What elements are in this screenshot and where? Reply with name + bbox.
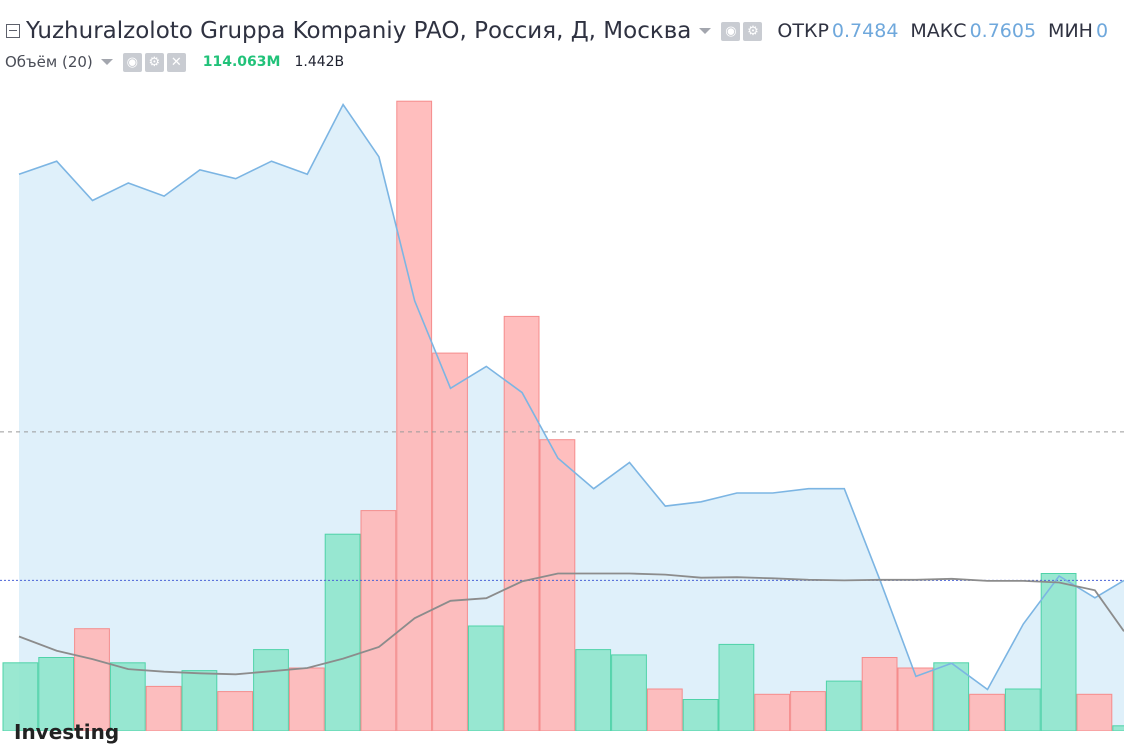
volume-bar	[145, 685, 182, 731]
volume-bar	[288, 667, 325, 731]
open-value: 0.7484	[831, 20, 899, 42]
volume-bar	[933, 662, 970, 731]
volume-bar	[790, 691, 826, 731]
volume-bar	[432, 352, 468, 731]
volume-bar	[74, 628, 110, 731]
volume-bar	[324, 533, 361, 731]
volume-bar	[718, 643, 755, 731]
volume-bar	[1040, 573, 1077, 731]
volume-bar	[217, 691, 254, 731]
volume-bar	[360, 510, 397, 731]
volume-bar	[611, 654, 647, 731]
volume-value: 114.063M	[202, 54, 281, 70]
symbol-title[interactable]: Yuzhuralzoloto Gruppa Kompaniy PAO, Росс…	[26, 18, 692, 44]
low-value: 0	[1095, 20, 1109, 42]
volume-bar	[1004, 688, 1041, 731]
volume-legend: Объём (20) ◉ ⚙ ✕ 114.063M 1.442B	[0, 50, 344, 74]
low-label: МИН	[1048, 20, 1093, 42]
chevron-down-icon[interactable]	[699, 28, 712, 34]
volume-bar	[503, 315, 540, 731]
volume-bar	[181, 670, 218, 731]
volume-bar	[825, 680, 862, 731]
volume-bar	[897, 667, 934, 731]
volume-bar	[969, 693, 1005, 731]
volume-bar	[253, 649, 289, 731]
close-icon[interactable]: ✕	[166, 52, 186, 72]
volume-bar	[682, 699, 719, 731]
volume-bar	[396, 100, 433, 731]
open-label: ОТКР	[777, 20, 829, 42]
volume-bar	[646, 688, 683, 731]
volume-bar	[539, 439, 576, 731]
symbol-legend: Yuzhuralzoloto Gruppa Kompaniy PAO, Росс…	[0, 14, 1108, 48]
price-area	[19, 104, 1124, 731]
volume-bar	[575, 649, 612, 731]
volume-bar	[861, 657, 898, 731]
collapse-icon[interactable]	[6, 24, 20, 38]
eye-icon[interactable]: ◉	[721, 21, 741, 41]
volume-bar	[38, 657, 75, 731]
gear-icon[interactable]: ⚙	[144, 52, 164, 72]
volume-bar	[754, 693, 791, 731]
volume-indicator-name[interactable]: Объём (20)	[5, 53, 93, 71]
volume-bar	[1112, 725, 1124, 731]
high-label: МАКС	[910, 20, 967, 42]
volume-ma-value: 1.442B	[294, 54, 345, 70]
gear-icon[interactable]: ⚙	[743, 21, 763, 41]
chevron-down-icon[interactable]	[100, 59, 113, 65]
volume-bar	[467, 625, 504, 731]
eye-icon[interactable]: ◉	[122, 52, 142, 72]
high-value: 0.7605	[969, 20, 1037, 42]
watermark-logo: Investing	[14, 720, 120, 744]
price-line	[18, 102, 1124, 691]
volume-ma-line	[18, 572, 1124, 676]
volume-bar	[1076, 693, 1113, 731]
